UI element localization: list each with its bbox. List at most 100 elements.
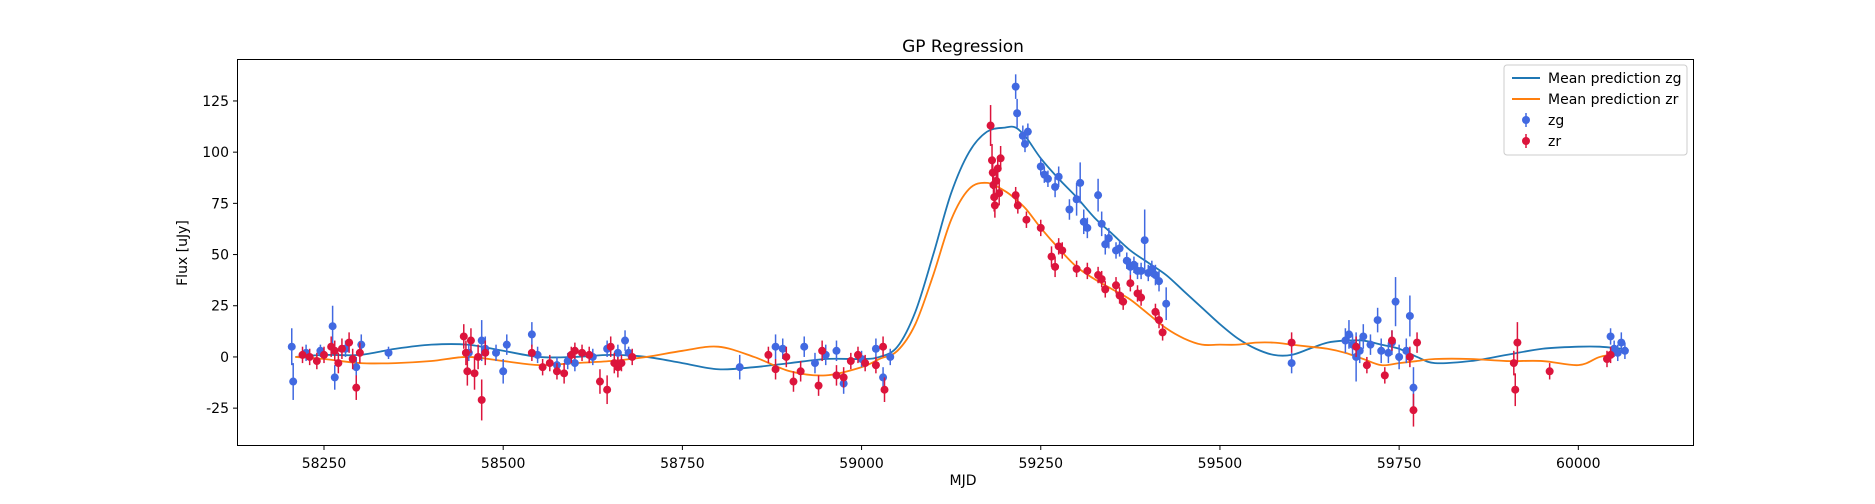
data-point <box>1047 252 1056 261</box>
data-point <box>1380 371 1389 380</box>
data-point <box>320 350 329 359</box>
data-point <box>778 344 787 353</box>
data-point <box>1391 297 1400 306</box>
data-point <box>545 359 554 368</box>
data-point <box>1051 262 1060 271</box>
x-tick-label: 58750 <box>660 456 705 472</box>
x-tick-label: 59250 <box>1018 456 1063 472</box>
data-point <box>1083 266 1092 275</box>
data-point <box>1097 219 1106 228</box>
data-point <box>800 342 809 351</box>
data-point <box>810 359 819 368</box>
data-point <box>1115 291 1124 300</box>
series-zr <box>298 105 1615 427</box>
data-point <box>330 346 339 355</box>
data-point <box>1613 348 1622 357</box>
data-point <box>1013 201 1022 210</box>
data-point <box>1072 195 1081 204</box>
data-point <box>1115 244 1124 253</box>
data-point <box>289 377 298 386</box>
data-point <box>463 367 472 376</box>
data-point <box>461 348 470 357</box>
data-point <box>771 342 780 351</box>
x-tick-label: 59750 <box>1377 456 1422 472</box>
data-point <box>298 350 307 359</box>
data-point <box>1151 307 1160 316</box>
data-point <box>886 352 895 361</box>
y-tick-label: 25 <box>211 299 229 315</box>
data-point <box>312 357 321 366</box>
data-point <box>1352 342 1361 351</box>
x-tick-label: 59000 <box>839 456 884 472</box>
x-axis-label: MJD <box>950 473 977 489</box>
data-point <box>563 357 572 366</box>
data-point <box>771 365 780 374</box>
plot-frame <box>237 59 1694 446</box>
data-point <box>1097 275 1106 284</box>
data-point <box>477 336 486 345</box>
data-point <box>1129 260 1138 269</box>
data-point <box>1155 277 1164 286</box>
data-point <box>603 385 612 394</box>
data-point <box>1140 236 1149 245</box>
data-point <box>1147 264 1156 273</box>
data-point <box>1076 178 1085 187</box>
data-point <box>1013 109 1022 118</box>
data-point <box>861 359 870 368</box>
legend-label: zg <box>1548 113 1564 129</box>
data-point <box>1606 332 1615 341</box>
data-point <box>1362 361 1371 370</box>
data-point <box>357 340 366 349</box>
data-point <box>499 367 508 376</box>
data-point <box>986 121 995 130</box>
data-point <box>1023 127 1032 136</box>
x-tick-label: 60000 <box>1556 456 1601 472</box>
data-point <box>1158 328 1167 337</box>
data-point <box>352 363 361 372</box>
data-point <box>1072 264 1081 273</box>
data-point <box>1162 299 1171 308</box>
data-point <box>1011 191 1020 200</box>
data-point <box>470 369 479 378</box>
y-tick-label: -25 <box>206 401 229 417</box>
data-point <box>1377 346 1386 355</box>
data-point <box>502 340 511 349</box>
data-point <box>1022 215 1031 224</box>
data-point <box>1617 338 1626 347</box>
data-point <box>782 352 791 361</box>
data-point <box>527 348 536 357</box>
data-point <box>1083 223 1092 232</box>
data-point <box>1126 279 1135 288</box>
data-point <box>1051 182 1060 191</box>
data-point <box>993 164 1002 173</box>
data-point <box>538 363 547 372</box>
data-point <box>1065 205 1074 214</box>
y-axis-label: Flux [uJy] <box>175 220 191 286</box>
data-point <box>345 338 354 347</box>
data-point <box>846 357 855 366</box>
data-point <box>477 395 486 404</box>
data-point <box>459 332 468 341</box>
data-point <box>990 201 999 210</box>
data-point <box>348 354 357 363</box>
data-point <box>1043 174 1052 183</box>
y-axis: -25 0 25 50 75 100 125 <box>202 94 238 417</box>
data-point <box>585 350 594 359</box>
data-point <box>1413 338 1422 347</box>
data-point <box>1373 316 1382 325</box>
chart-legend: Mean prediction zg Mean prediction zr zg zr <box>1503 64 1688 156</box>
data-point <box>789 377 798 386</box>
data-point <box>1137 293 1146 302</box>
data-point <box>1366 340 1375 349</box>
data-point <box>1112 281 1121 290</box>
data-point <box>617 359 626 368</box>
data-point <box>995 189 1004 198</box>
data-point <box>1122 256 1131 265</box>
data-point <box>560 369 569 378</box>
data-point <box>796 367 805 376</box>
data-point <box>839 373 848 382</box>
data-point <box>1384 348 1393 357</box>
data-point <box>1387 336 1396 345</box>
y-tick-label: 125 <box>202 94 229 110</box>
data-point <box>1101 240 1110 249</box>
